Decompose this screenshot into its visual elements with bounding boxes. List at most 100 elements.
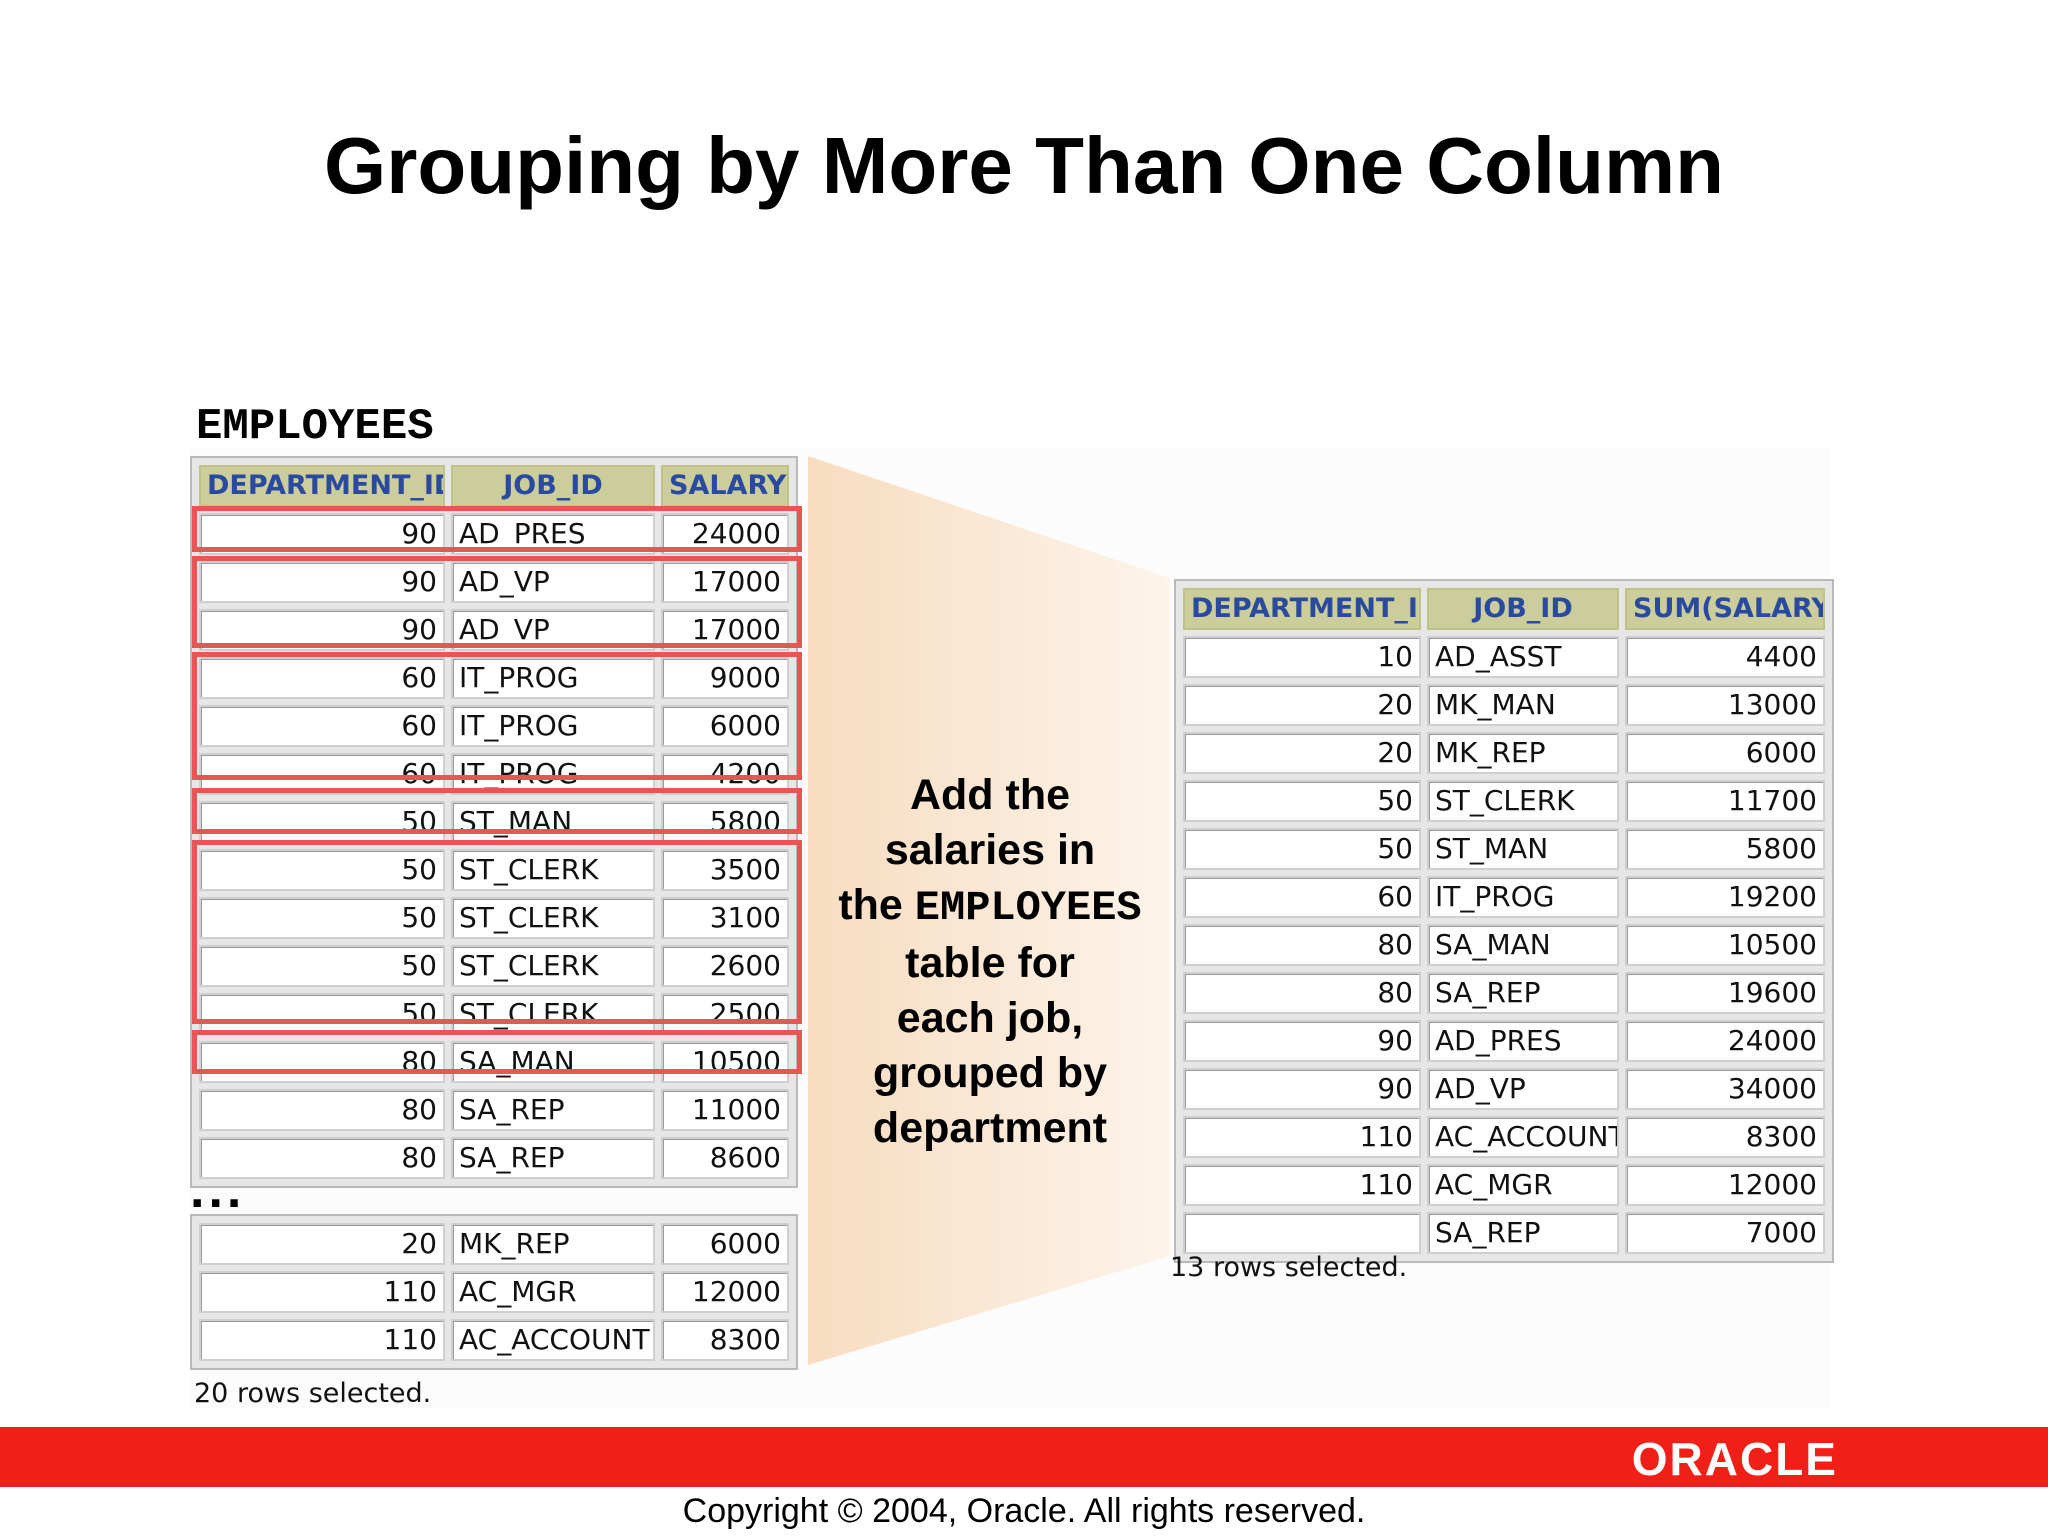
employees-table-cell: 80 xyxy=(199,1089,445,1131)
title: Grouping by More Than One Column xyxy=(324,121,1724,210)
employees-tail-row: 110 AC_ACCOUNT 8300 xyxy=(196,1316,792,1364)
result-table-header-row: DEPARTMENT_ID JOB_ID SUM(SALARY) xyxy=(1180,585,1828,633)
employees-table-cell: 50 xyxy=(199,849,445,891)
explanation-line-6: grouped by xyxy=(872,1049,1108,1097)
group-box-2 xyxy=(192,556,802,648)
result-table-cell: 60 xyxy=(1183,876,1421,918)
result-table-cell: 50 xyxy=(1183,780,1421,822)
result-table-row: 90 AD_VP 34000 xyxy=(1180,1065,1828,1113)
oracle-logo: ORACLE xyxy=(1631,1433,1838,1485)
explanation-line-7: department xyxy=(872,1104,1108,1152)
employees-table-cell: 60 xyxy=(199,657,445,699)
result-rows-note: 13 rows selected. xyxy=(1170,1252,1408,1283)
result-table-cell: AD_PRES xyxy=(1427,1020,1619,1062)
result-table-cell: 20 xyxy=(1183,684,1421,726)
result-table-cell: AD_ASST xyxy=(1427,636,1619,678)
result-table-cell: 19600 xyxy=(1625,972,1825,1014)
explanation-table-name: EMPLOYEES xyxy=(914,884,1142,932)
result-table-cell: 110 xyxy=(1183,1116,1421,1158)
employees-table-cell: 6000 xyxy=(661,705,789,747)
result-table-cell xyxy=(1183,1212,1421,1254)
result-table-cell: SA_REP xyxy=(1427,972,1619,1014)
employees-table-cell: ST_CLERK xyxy=(451,945,655,987)
result-table-row: 10 AD_ASST 4400 xyxy=(1180,633,1828,681)
copyright: Copyright © 2004, Oracle. All rights res… xyxy=(682,1492,1366,1530)
employees-table-cell: SA_REP xyxy=(451,1137,655,1179)
result-table-cell: IT_PROG xyxy=(1427,876,1619,918)
result-table-cell: 10 xyxy=(1183,636,1421,678)
group-box-4 xyxy=(192,788,802,834)
explanation-line-5: each job, xyxy=(896,994,1084,1042)
employees-tail-cell: AC_ACCOUNT xyxy=(451,1319,655,1361)
result-table-row: 110 AC_MGR 12000 xyxy=(1180,1161,1828,1209)
employees-table-row: 50 ST_CLERK 2500 xyxy=(196,990,792,1038)
explanation-line-3-prefix: the xyxy=(838,881,903,929)
employees-tail-cell: 6000 xyxy=(661,1223,789,1265)
result-table-cell: AD_VP xyxy=(1427,1068,1619,1110)
result-table-row: 60 IT_PROG 19200 xyxy=(1180,873,1828,921)
result-table-cell: 4400 xyxy=(1625,636,1825,678)
result-table-header-cell: SUM(SALARY) xyxy=(1625,588,1825,630)
employees-table-header-cell: SALARY xyxy=(661,465,789,507)
explanation-line-2: salaries in xyxy=(884,826,1096,874)
result-table-cell: AC_ACCOUNT xyxy=(1427,1116,1619,1158)
result-table-cell: 6000 xyxy=(1625,732,1825,774)
result-table-cell: 90 xyxy=(1183,1068,1421,1110)
employees-tail-cell: 110 xyxy=(199,1319,445,1361)
result-table-cell: 24000 xyxy=(1625,1020,1825,1062)
result-table-header-cell: JOB_ID xyxy=(1427,588,1619,630)
employees-tail-row: 20 MK_REP 6000 xyxy=(196,1220,792,1268)
result-table-cell: 10500 xyxy=(1625,924,1825,966)
employees-table-cell: AD_VP xyxy=(451,561,655,603)
employees-table-row: 50 ST_CLERK 3100 xyxy=(196,894,792,942)
employees-tail-cell: 110 xyxy=(199,1271,445,1313)
employees-rows-note: 20 rows selected. xyxy=(194,1378,432,1409)
result-table-cell: 11700 xyxy=(1625,780,1825,822)
result-table-row: 20 MK_MAN 13000 xyxy=(1180,681,1828,729)
employees-table-row: 80 SA_REP 8600 xyxy=(196,1134,792,1182)
result-table-row: 50 ST_CLERK 11700 xyxy=(1180,777,1828,825)
employees-table-tail: 20 MK_REP 6000 110 AC_MGR 12000 110 AC_ACCOUNT 8… xyxy=(190,1214,798,1370)
employees-table-cell: 80 xyxy=(199,1041,445,1083)
employees-table-row: 80 SA_MAN 10500 xyxy=(196,1038,792,1086)
employees-table-cell: 9000 xyxy=(661,657,789,699)
result-table-cell: 80 xyxy=(1183,972,1421,1014)
result-table-cell: 34000 xyxy=(1625,1068,1825,1110)
result-table-cell: AC_MGR xyxy=(1427,1164,1619,1206)
result-table-cell: SA_MAN xyxy=(1427,924,1619,966)
employees-table-header-cell: JOB_ID xyxy=(451,465,655,507)
result-table-cell: 50 xyxy=(1183,828,1421,870)
employees-tail-cell: AC_MGR xyxy=(451,1271,655,1313)
result-table-row: 90 AD_PRES 24000 xyxy=(1180,1017,1828,1065)
result-table-cell: 13000 xyxy=(1625,684,1825,726)
employees-label: EMPLOYEES xyxy=(196,402,434,452)
employees-table-cell: ST_CLERK xyxy=(451,897,655,939)
employees-table-cell: 3500 xyxy=(661,849,789,891)
employees-tail-row: 110 AC_MGR 12000 xyxy=(196,1268,792,1316)
result-table-cell: ST_CLERK xyxy=(1427,780,1619,822)
employees-table-row: 60 IT_PROG 6000 xyxy=(196,702,792,750)
employees-table-cell: IT_PROG xyxy=(451,657,655,699)
employees-table-row: 50 ST_CLERK 2600 xyxy=(196,942,792,990)
result-table-cell: ST_MAN xyxy=(1427,828,1619,870)
result-table-row: 80 SA_REP 19600 xyxy=(1180,969,1828,1017)
result-table-cell: MK_REP xyxy=(1427,732,1619,774)
employees-table-cell: 3100 xyxy=(661,897,789,939)
employees-table-header-row: DEPARTMENT_ID JOB_ID SALARY xyxy=(196,462,792,510)
group-box-5 xyxy=(192,840,802,1024)
employees-table-cell: 11000 xyxy=(661,1089,789,1131)
employees-table-cell: SA_REP xyxy=(451,1089,655,1131)
employees-table-cell: 50 xyxy=(199,993,445,1035)
result-table-row: 110 AC_ACCOUNT 8300 xyxy=(1180,1113,1828,1161)
employees-table-cell: 17000 xyxy=(661,561,789,603)
employees-table-cell: 50 xyxy=(199,945,445,987)
explanation-line-4: table for xyxy=(905,939,1075,987)
ellipsis: ... xyxy=(190,1161,246,1219)
employees-table-cell: 50 xyxy=(199,801,445,843)
employees-table: DEPARTMENT_ID JOB_ID SALARY 90 AD_PRES 24000 9… xyxy=(190,456,798,1188)
employees-table-cell: 80 xyxy=(199,1137,445,1179)
employees-table-cell: 60 xyxy=(199,705,445,747)
employees-tail-cell: 20 xyxy=(199,1223,445,1265)
result-table-cell: 19200 xyxy=(1625,876,1825,918)
result-table-cell: 20 xyxy=(1183,732,1421,774)
